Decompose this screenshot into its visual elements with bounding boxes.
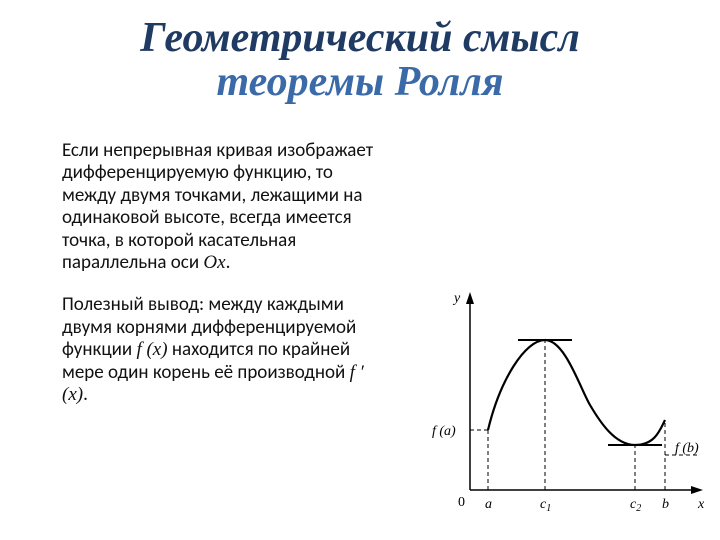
p1-tail: . bbox=[226, 251, 231, 274]
title-line2: теоремы Ролля bbox=[0, 58, 720, 106]
svg-text:a: a bbox=[485, 497, 492, 512]
svg-text:b: b bbox=[662, 497, 669, 512]
p1-math: Ox bbox=[203, 252, 225, 273]
svg-text:f (b): f (b) bbox=[675, 441, 699, 456]
title-block: Геометрический смысл теоремы Ролля bbox=[0, 0, 720, 106]
svg-text:x: x bbox=[697, 497, 705, 512]
paragraph-1: Если непрерывная кривая изображает диффе… bbox=[62, 140, 382, 274]
svg-text:f (a): f (a) bbox=[432, 424, 456, 439]
svg-text:0: 0 bbox=[458, 495, 465, 510]
paragraph-2: Полезный вывод: между каждыми двумя корн… bbox=[62, 294, 382, 406]
title-line1: Геометрический смысл bbox=[0, 14, 720, 62]
svg-text:c1: c1 bbox=[540, 497, 551, 514]
rolle-chart: y x 0 f (a) f (b) a b c1 c2 bbox=[410, 280, 710, 530]
p2-t3: . bbox=[83, 383, 88, 406]
body-text: Если непрерывная кривая изображает диффе… bbox=[62, 140, 382, 406]
svg-text:c2: c2 bbox=[630, 497, 641, 514]
p2-math1: f (x) bbox=[136, 339, 167, 360]
svg-text:y: y bbox=[452, 291, 461, 306]
